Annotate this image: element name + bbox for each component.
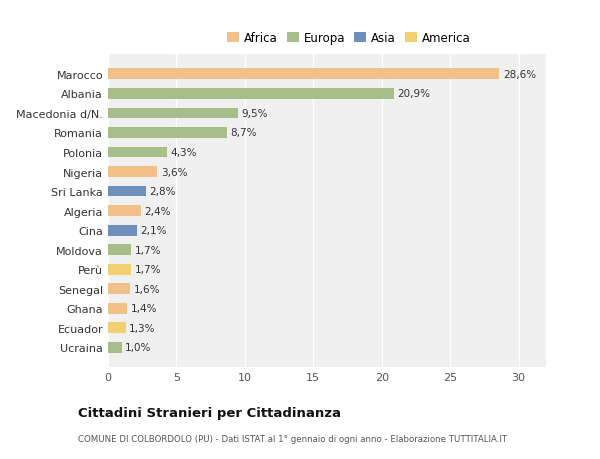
Text: 2,1%: 2,1% <box>140 226 167 235</box>
Text: 4,3%: 4,3% <box>170 148 197 157</box>
Text: Cittadini Stranieri per Cittadinanza: Cittadini Stranieri per Cittadinanza <box>78 406 341 419</box>
Bar <box>108 186 146 197</box>
Text: 2,4%: 2,4% <box>144 206 171 216</box>
Bar <box>108 342 122 353</box>
Legend: Africa, Europa, Asia, America: Africa, Europa, Asia, America <box>225 30 473 47</box>
Bar <box>108 284 130 295</box>
Bar <box>108 69 499 80</box>
Bar <box>108 303 127 314</box>
Bar <box>108 225 137 236</box>
Text: 20,9%: 20,9% <box>397 89 430 99</box>
Text: 8,7%: 8,7% <box>230 128 257 138</box>
Text: COMUNE DI COLBORDOLO (PU) - Dati ISTAT al 1° gennaio di ogni anno - Elaborazione: COMUNE DI COLBORDOLO (PU) - Dati ISTAT a… <box>78 434 507 443</box>
Text: 1,6%: 1,6% <box>133 284 160 294</box>
Bar <box>108 206 141 217</box>
Text: 1,7%: 1,7% <box>134 245 161 255</box>
Text: 2,8%: 2,8% <box>150 187 176 196</box>
Text: 28,6%: 28,6% <box>503 70 536 79</box>
Text: 9,5%: 9,5% <box>241 109 268 118</box>
Bar <box>108 167 157 178</box>
Bar <box>108 89 394 100</box>
Text: 1,0%: 1,0% <box>125 343 151 353</box>
Text: 1,4%: 1,4% <box>131 304 157 313</box>
Text: 1,3%: 1,3% <box>129 323 156 333</box>
Bar <box>108 128 227 139</box>
Bar <box>108 264 131 275</box>
Bar <box>108 108 238 119</box>
Text: 1,7%: 1,7% <box>134 265 161 274</box>
Bar <box>108 147 167 158</box>
Bar <box>108 245 131 256</box>
Bar <box>108 323 126 334</box>
Text: 3,6%: 3,6% <box>161 167 187 177</box>
